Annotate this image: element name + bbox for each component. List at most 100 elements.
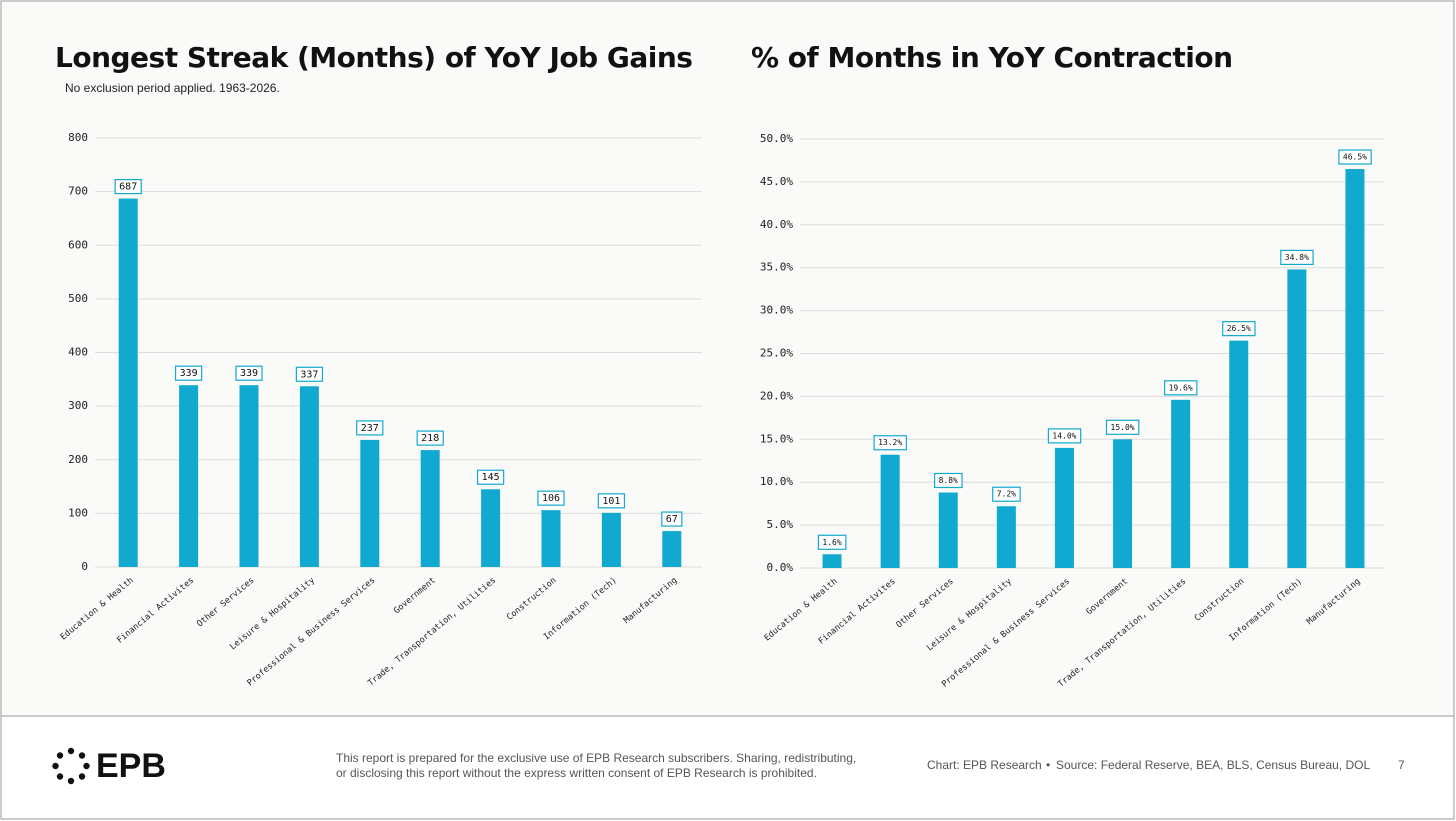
data-label-box — [416, 430, 444, 446]
data-label-text: 237 — [361, 423, 379, 434]
data-label: 8.8% — [934, 472, 963, 489]
data-label-text: 15.0% — [1111, 423, 1135, 432]
y-tick-label: 200 — [68, 453, 88, 466]
data-label-text: 13.2% — [878, 438, 902, 447]
data-label-text: 67 — [666, 514, 678, 525]
logo-icon — [52, 747, 90, 785]
data-label-text: 687 — [119, 182, 137, 193]
y-tick-label: 5.0% — [767, 518, 794, 531]
chart-panel — [0, 0, 1455, 717]
data-label: 14.0% — [1047, 428, 1082, 444]
data-label-box — [817, 534, 847, 550]
data-label: 237 — [356, 420, 384, 436]
chart-title: Longest Streak (Months) of YoY Job Gains — [55, 41, 692, 74]
data-label-text: 34.8% — [1285, 253, 1309, 262]
data-label-text: 339 — [180, 368, 198, 379]
data-label-box — [1105, 419, 1140, 435]
bar — [1345, 169, 1365, 568]
bar — [541, 510, 561, 567]
data-label: 7.2% — [992, 486, 1021, 502]
footer-panel — [0, 715, 1455, 820]
data-label-text: 145 — [482, 472, 500, 483]
data-label-box — [597, 493, 626, 509]
y-tick-label: 500 — [68, 292, 88, 305]
y-tick-label: 50.0% — [760, 132, 793, 145]
page-number: 7 — [1398, 758, 1405, 772]
data-label-text: 101 — [602, 496, 620, 507]
y-tick-label: 100 — [68, 506, 88, 519]
data-label-text: 19.6% — [1169, 383, 1193, 392]
chart-credit: Chart: EPB Research — [927, 758, 1042, 772]
data-label-box — [476, 469, 505, 485]
bar — [822, 554, 842, 568]
data-label: 1.6% — [817, 534, 847, 550]
bar — [360, 439, 380, 567]
bar — [179, 385, 199, 567]
data-label-box — [661, 511, 683, 527]
data-label-box — [235, 365, 263, 381]
bar — [662, 531, 682, 567]
data-label-box — [174, 365, 203, 381]
y-tick-label: 20.0% — [760, 389, 793, 402]
data-label-box — [934, 472, 963, 489]
bar — [1113, 439, 1133, 568]
disclaimer: or disclosing this report without the ex… — [336, 766, 817, 780]
y-tick-label: 40.0% — [760, 218, 793, 231]
separator: • — [1046, 758, 1050, 772]
data-label: 26.5% — [1222, 321, 1256, 337]
y-tick-label: 10.0% — [760, 475, 793, 488]
data-label-box — [1047, 428, 1082, 444]
y-tick-label: 400 — [68, 346, 88, 359]
data-label-text: 337 — [300, 369, 318, 380]
data-label-box — [1222, 321, 1256, 337]
y-tick-label: 700 — [68, 185, 88, 198]
data-label-box — [873, 435, 907, 451]
data-label: 67 — [661, 511, 683, 527]
bar — [938, 492, 958, 568]
bar — [420, 450, 440, 567]
data-label: 687 — [114, 178, 142, 195]
data-label-box — [1338, 149, 1372, 165]
bar — [1171, 399, 1191, 568]
data-label: 145 — [476, 469, 505, 485]
bar — [880, 454, 900, 568]
data-label-box — [114, 178, 142, 195]
bar — [299, 386, 319, 567]
data-label: 34.8% — [1280, 249, 1314, 266]
data-label-text: 7.2% — [997, 490, 1016, 499]
data-label: 13.2% — [873, 435, 907, 451]
data-label-box — [295, 366, 324, 382]
disclaimer: This report is prepared for the exclusiv… — [336, 751, 856, 765]
data-label: 337 — [295, 366, 324, 382]
y-tick-label: 15.0% — [760, 432, 793, 445]
chart-title: % of Months in YoY Contraction — [751, 41, 1233, 74]
bar — [118, 198, 138, 567]
y-tick-label: 0.0% — [767, 561, 794, 574]
data-label-box — [537, 490, 565, 506]
data-label-text: 46.5% — [1343, 153, 1367, 162]
bar — [601, 512, 621, 567]
bar — [481, 489, 501, 567]
data-label: 339 — [235, 365, 263, 381]
bar — [996, 506, 1016, 568]
data-label-text: 339 — [240, 368, 258, 379]
chart-subtitle: No exclusion period applied. 1963-2026. — [65, 81, 280, 95]
data-label: 15.0% — [1105, 419, 1140, 435]
logo-text: EPB — [96, 747, 166, 785]
data-label: 339 — [174, 365, 203, 381]
y-tick-label: 35.0% — [760, 261, 793, 274]
data-label-box — [356, 420, 384, 436]
data-label-text: 26.5% — [1227, 324, 1251, 333]
bar — [1054, 447, 1074, 568]
y-tick-label: 800 — [68, 131, 88, 144]
data-label: 106 — [537, 490, 565, 506]
data-label: 218 — [416, 430, 444, 446]
data-label-text: 14.0% — [1052, 431, 1076, 440]
data-label: 46.5% — [1338, 149, 1372, 165]
data-label-text: 1.6% — [822, 538, 841, 547]
data-label-text: 106 — [542, 493, 560, 504]
y-tick-label: 45.0% — [760, 175, 793, 188]
bar — [1229, 340, 1249, 568]
y-tick-label: 600 — [68, 238, 88, 251]
